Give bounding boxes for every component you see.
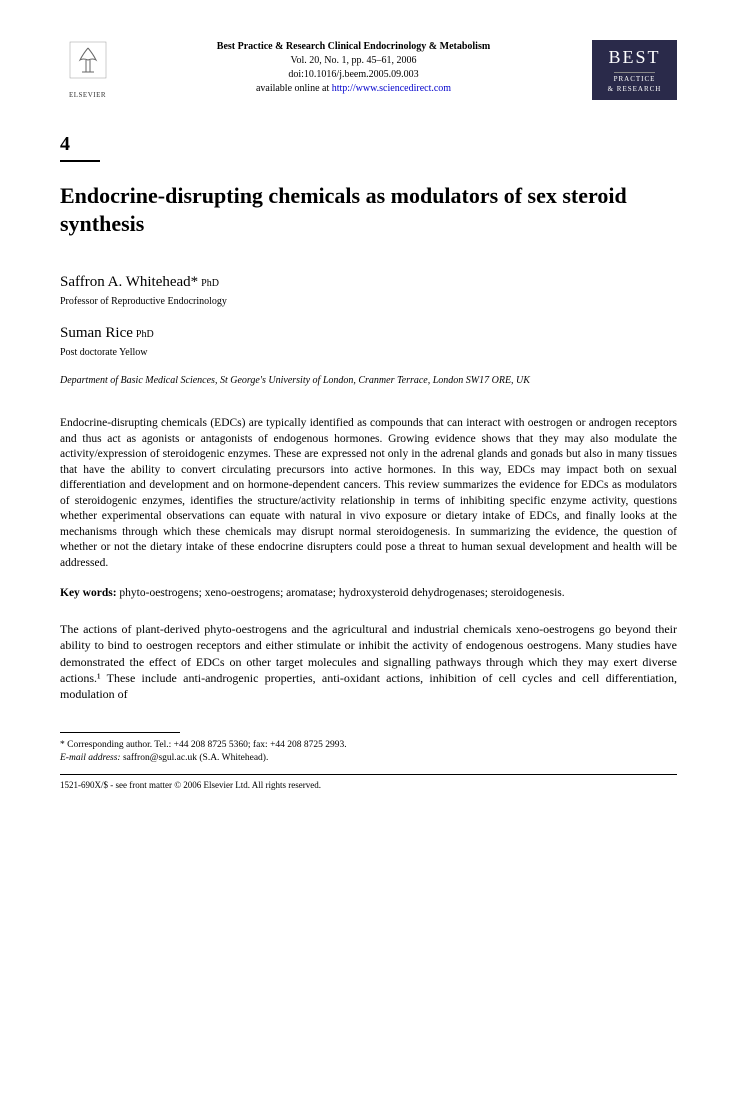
best-logo-sub2: & RESEARCH [608,85,662,95]
best-practice-logo: BEST PRACTICE & RESEARCH [592,40,677,100]
sciencedirect-link[interactable]: http://www.sciencedirect.com [332,83,451,94]
keywords-label: Key words: [60,587,117,599]
elsevier-tree-icon [68,40,108,91]
email-address: saffron@sgul.ac.uk [123,753,197,763]
article-title: Endocrine-disrupting chemicals as modula… [60,182,677,237]
author-name-1: Saffron A. Whitehead [60,274,191,290]
copyright-line: 1521-690X/$ - see front matter © 2006 El… [60,779,677,792]
available-line: available online at http://www.sciencedi… [125,82,582,96]
corresponding-mark-1: * [191,274,199,290]
keywords-text: phyto-oestrogens; xeno-oestrogens; aroma… [119,587,564,599]
copyright-rule [60,774,677,775]
journal-title: Best Practice & Research Clinical Endocr… [125,40,582,54]
intro-paragraph: The actions of plant-derived phyto-oestr… [60,621,677,702]
footnote-rule [60,732,180,733]
available-prefix: available online at [256,83,332,94]
author-degree-1: PhD [201,278,219,289]
chapter-number: 4 [60,130,677,158]
author-block-1: Saffron A. Whitehead* PhD Professor of R… [60,272,677,309]
abstract: Endocrine-disrupting chemicals (EDCs) ar… [60,416,677,571]
affiliation: Department of Basic Medical Sciences, St… [60,374,677,388]
email-author: (S.A. Whitehead). [199,753,268,763]
author-degree-2: PhD [136,329,154,340]
email-label: E-mail address: [60,753,121,763]
header-row: ELSEVIER Best Practice & Research Clinic… [60,40,677,100]
journal-info: Best Practice & Research Clinical Endocr… [115,40,592,96]
author-role-1: Professor of Reproductive Endocrinology [60,295,677,309]
elsevier-logo: ELSEVIER [60,40,115,100]
chapter-rule [60,160,100,162]
email-line: E-mail address: saffron@sgul.ac.uk (S.A.… [60,752,677,764]
corresponding-author-line: * Corresponding author. Tel.: +44 208 87… [60,739,677,751]
volume-issue: Vol. 20, No. 1, pp. 45–61, 2006 [125,54,582,68]
author-block-2: Suman Rice PhD Post doctorate Yellow [60,323,677,360]
keywords-block: Key words: phyto-oestrogens; xeno-oestro… [60,585,677,601]
best-logo-main: BEST [608,45,660,70]
author-role-2: Post doctorate Yellow [60,346,677,360]
author-name-2: Suman Rice [60,325,133,341]
elsevier-text: ELSEVIER [69,91,106,101]
footnote-block: * Corresponding author. Tel.: +44 208 87… [60,739,677,764]
best-logo-sub1: PRACTICE [614,72,656,85]
doi: doi:10.1016/j.beem.2005.09.003 [125,68,582,82]
